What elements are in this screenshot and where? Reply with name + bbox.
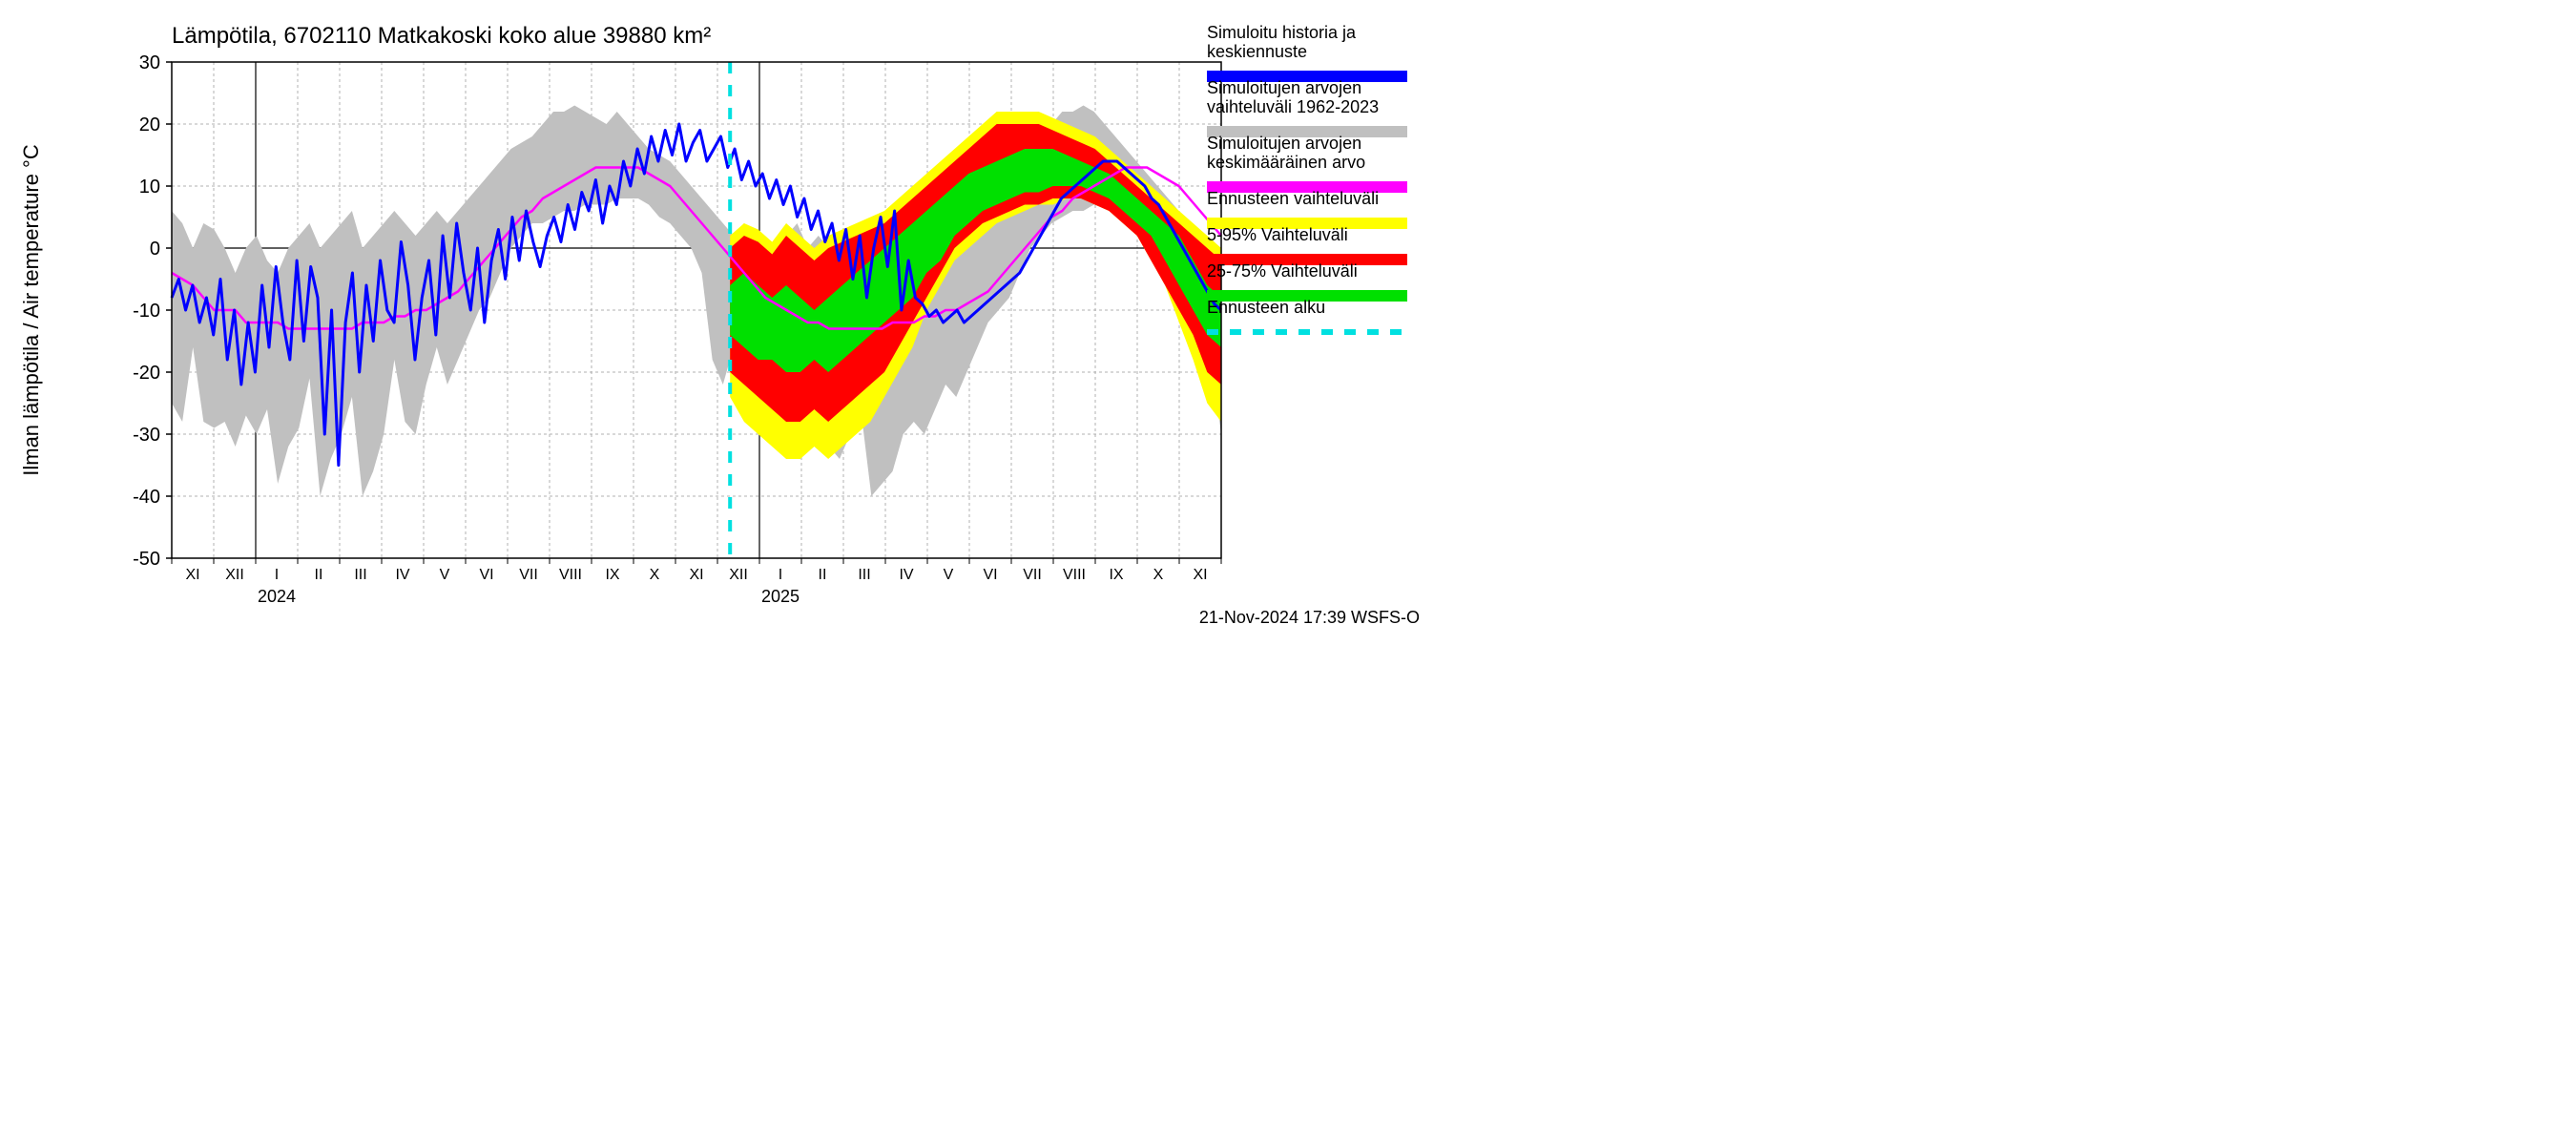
svg-text:keskiennuste: keskiennuste (1207, 42, 1307, 61)
svg-text:X: X (1153, 567, 1164, 583)
svg-text:IV: IV (899, 567, 913, 583)
svg-text:VII: VII (519, 567, 538, 583)
svg-text:-20: -20 (133, 363, 160, 384)
svg-text:0: 0 (150, 239, 160, 260)
svg-text:10: 10 (139, 177, 160, 198)
svg-text:keskimääräinen arvo: keskimääräinen arvo (1207, 153, 1365, 172)
svg-text:Simuloitujen arvojen: Simuloitujen arvojen (1207, 78, 1361, 97)
svg-text:-30: -30 (133, 425, 160, 446)
svg-text:VII: VII (1023, 567, 1042, 583)
svg-text:20: 20 (139, 114, 160, 135)
chart-canvas: -50-40-30-20-100102030XIXIIIIIIIIIVVVIVI… (0, 0, 1431, 636)
svg-text:25-75% Vaihteluväli: 25-75% Vaihteluväli (1207, 261, 1358, 281)
svg-text:-40: -40 (133, 487, 160, 508)
svg-text:XI: XI (689, 567, 703, 583)
svg-text:XII: XII (225, 567, 244, 583)
svg-text:2025: 2025 (761, 587, 800, 606)
svg-text:V: V (440, 567, 450, 583)
svg-text:III: III (354, 567, 366, 583)
svg-text:Lämpötila, 6702110 Matkakoski: Lämpötila, 6702110 Matkakoski koko alue … (172, 23, 711, 49)
svg-text:-10: -10 (133, 301, 160, 322)
svg-text:VIII: VIII (1063, 567, 1086, 583)
svg-text:XI: XI (1193, 567, 1207, 583)
svg-text:vaihteluväli 1962-2023: vaihteluväli 1962-2023 (1207, 97, 1379, 116)
svg-text:Ilman lämpötila / Air temperat: Ilman lämpötila / Air temperature °C (19, 144, 43, 476)
svg-text:30: 30 (139, 52, 160, 73)
svg-text:II: II (819, 567, 827, 583)
svg-text:5-95% Vaihteluväli: 5-95% Vaihteluväli (1207, 225, 1348, 244)
svg-text:XI: XI (185, 567, 199, 583)
svg-text:Simuloitujen arvojen: Simuloitujen arvojen (1207, 134, 1361, 153)
svg-text:-50: -50 (133, 549, 160, 570)
svg-text:VI: VI (479, 567, 493, 583)
svg-text:2024: 2024 (258, 587, 296, 606)
svg-text:III: III (858, 567, 870, 583)
svg-text:I: I (779, 567, 782, 583)
svg-text:II: II (315, 567, 323, 583)
svg-text:IX: IX (1109, 567, 1123, 583)
svg-text:21-Nov-2024 17:39 WSFS-O: 21-Nov-2024 17:39 WSFS-O (1199, 608, 1420, 627)
svg-text:V: V (944, 567, 954, 583)
svg-text:Simuloitu historia ja: Simuloitu historia ja (1207, 23, 1357, 42)
svg-text:I: I (275, 567, 279, 583)
svg-text:Ennusteen alku: Ennusteen alku (1207, 298, 1325, 317)
svg-text:IX: IX (605, 567, 619, 583)
temperature-forecast-chart: -50-40-30-20-100102030XIXIIIIIIIIIVVVIVI… (0, 0, 1431, 636)
svg-text:Ennusteen vaihteluväli: Ennusteen vaihteluväli (1207, 189, 1379, 208)
svg-text:IV: IV (395, 567, 409, 583)
svg-text:X: X (650, 567, 660, 583)
svg-text:XII: XII (729, 567, 748, 583)
svg-text:VI: VI (983, 567, 997, 583)
svg-text:VIII: VIII (559, 567, 582, 583)
